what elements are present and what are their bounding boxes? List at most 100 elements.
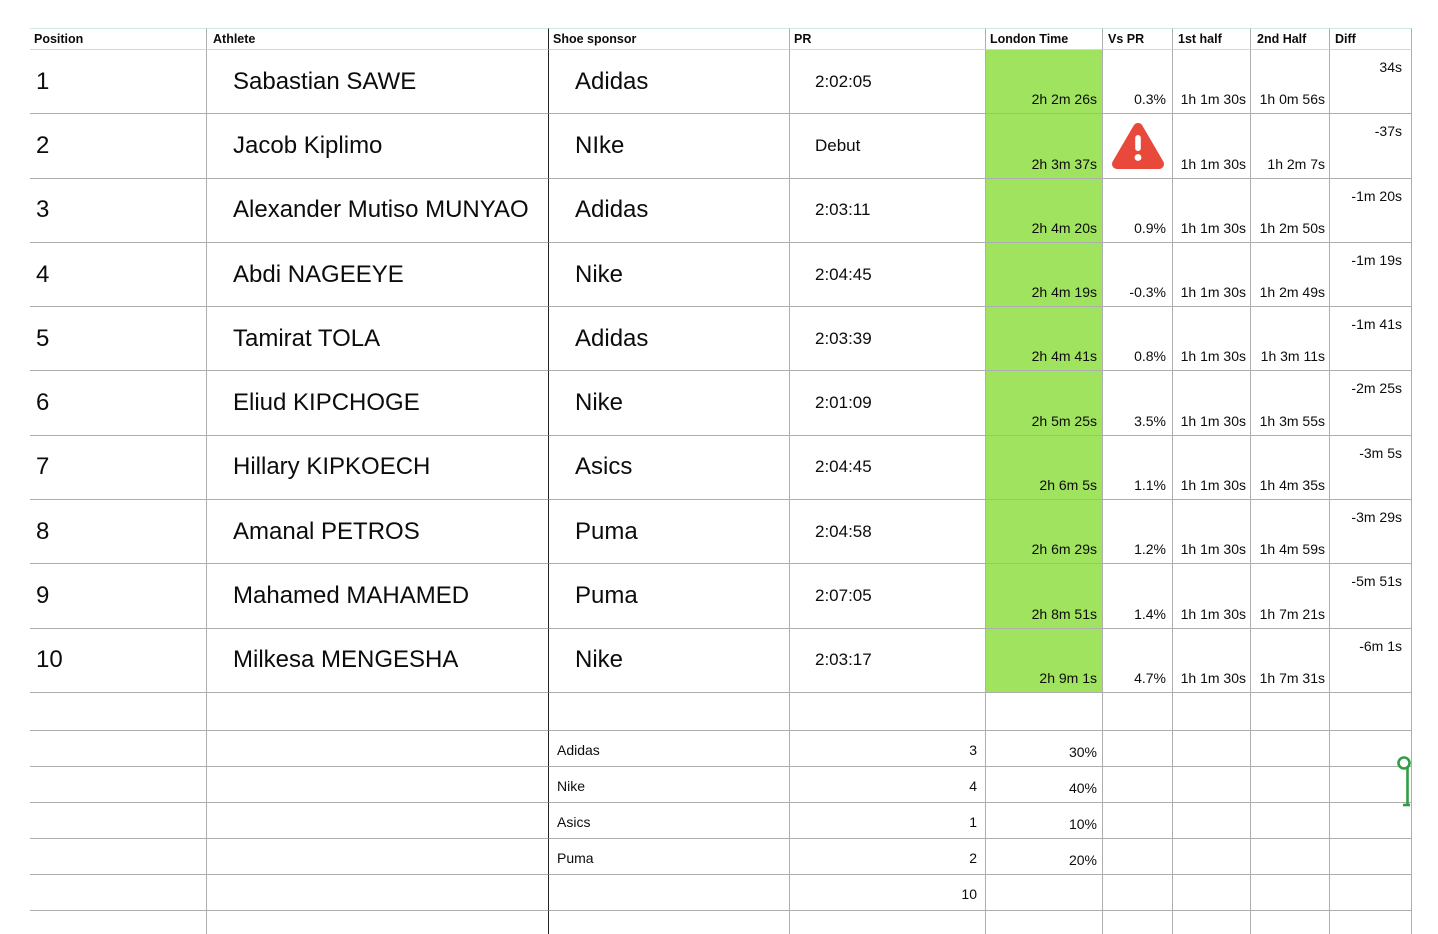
cell-second-half[interactable]: 1h 7m 31s xyxy=(1251,628,1330,693)
cell-pr[interactable]: 2:04:58 xyxy=(790,500,986,565)
cell-vs-pr[interactable]: 0.8% xyxy=(1103,307,1173,372)
cell-second-half[interactable]: 1h 0m 56s xyxy=(1251,50,1330,115)
cell-shoe-sponsor[interactable]: Adidas xyxy=(549,178,790,243)
empty-cell[interactable] xyxy=(1251,802,1330,839)
cell-diff[interactable]: -37s xyxy=(1330,114,1412,179)
cell-position[interactable]: 4 xyxy=(30,242,207,308)
cell-pr[interactable]: 2:04:45 xyxy=(790,435,986,501)
cell-vs-pr[interactable]: 0.3% xyxy=(1103,50,1173,115)
cell-pr[interactable]: 2:03:39 xyxy=(790,307,986,372)
cell-athlete[interactable]: Eliud KIPCHOGE xyxy=(207,371,549,436)
cell-position[interactable]: 8 xyxy=(30,500,207,565)
empty-cell[interactable] xyxy=(1330,766,1412,803)
cell-london-time[interactable]: 2h 8m 51s xyxy=(986,564,1103,629)
empty-cell[interactable] xyxy=(30,874,207,911)
column-header-athlete[interactable]: Athlete xyxy=(207,28,549,50)
summary-label-cell[interactable]: Adidas xyxy=(549,730,790,767)
cell-pr[interactable]: 2:02:05 xyxy=(790,50,986,115)
empty-cell[interactable] xyxy=(1173,766,1251,803)
summary-count-cell[interactable]: 4 xyxy=(790,766,986,803)
empty-cell[interactable] xyxy=(986,692,1103,731)
cell-vs-pr[interactable]: 4.7% xyxy=(1103,628,1173,693)
summary-count-cell[interactable]: 2 xyxy=(790,838,986,875)
cell-first-half[interactable]: 1h 1m 30s xyxy=(1173,114,1251,179)
cell-diff[interactable]: -1m 20s xyxy=(1330,178,1412,243)
summary-pct-cell[interactable]: 40% xyxy=(986,766,1103,803)
cell-position[interactable]: 2 xyxy=(30,114,207,179)
cell-london-time[interactable]: 2h 6m 5s xyxy=(986,435,1103,501)
cell-london-time[interactable]: 2h 6m 29s xyxy=(986,500,1103,565)
cell-position[interactable]: 5 xyxy=(30,307,207,372)
cell-first-half[interactable]: 1h 1m 30s xyxy=(1173,371,1251,436)
cell-position[interactable]: 7 xyxy=(30,435,207,501)
cell-diff[interactable]: -1m 41s xyxy=(1330,307,1412,372)
cell-position[interactable]: 10 xyxy=(30,628,207,693)
column-header-2nd-half[interactable]: 2nd Half xyxy=(1251,28,1330,50)
empty-cell[interactable] xyxy=(1103,766,1173,803)
cell-pr[interactable]: 2:03:11 xyxy=(790,178,986,243)
empty-cell[interactable] xyxy=(1330,692,1412,731)
cell-shoe-sponsor[interactable]: Puma xyxy=(549,500,790,565)
empty-cell[interactable] xyxy=(1173,730,1251,767)
cell-athlete[interactable]: Hillary KIPKOECH xyxy=(207,435,549,501)
empty-cell[interactable] xyxy=(1173,874,1251,911)
cell-london-time[interactable]: 2h 4m 41s xyxy=(986,307,1103,372)
cell-athlete[interactable]: Amanal PETROS xyxy=(207,500,549,565)
cell-second-half[interactable]: 1h 2m 7s xyxy=(1251,114,1330,179)
empty-cell[interactable] xyxy=(790,692,986,731)
cell-vs-pr[interactable]: 0.9% xyxy=(1103,178,1173,243)
cell-pr[interactable]: Debut xyxy=(790,114,986,179)
cell-london-time[interactable]: 2h 9m 1s xyxy=(986,628,1103,693)
cell-second-half[interactable]: 1h 4m 35s xyxy=(1251,435,1330,501)
cell-shoe-sponsor[interactable]: Nike xyxy=(549,242,790,308)
column-header-diff[interactable]: Diff xyxy=(1330,28,1412,50)
empty-cell[interactable] xyxy=(1330,730,1412,767)
empty-cell[interactable] xyxy=(1251,874,1330,911)
cell-shoe-sponsor[interactable]: Asics xyxy=(549,435,790,501)
empty-cell[interactable] xyxy=(549,692,790,731)
summary-pct-cell[interactable]: 20% xyxy=(986,838,1103,875)
cell-london-time[interactable]: 2h 2m 26s xyxy=(986,50,1103,115)
cell-position[interactable]: 9 xyxy=(30,564,207,629)
cell-first-half[interactable]: 1h 1m 30s xyxy=(1173,564,1251,629)
cell-shoe-sponsor[interactable]: Nike xyxy=(549,628,790,693)
cell-diff[interactable]: -6m 1s xyxy=(1330,628,1412,693)
cell-diff[interactable]: -2m 25s xyxy=(1330,371,1412,436)
cell-athlete[interactable]: Alexander Mutiso MUNYAO xyxy=(207,178,549,243)
cell-first-half[interactable]: 1h 1m 30s xyxy=(1173,500,1251,565)
empty-cell[interactable] xyxy=(30,838,207,875)
empty-cell[interactable] xyxy=(30,730,207,767)
summary-label-cell[interactable]: Puma xyxy=(549,838,790,875)
cell-shoe-sponsor[interactable]: NIke xyxy=(549,114,790,179)
cell-first-half[interactable]: 1h 1m 30s xyxy=(1173,178,1251,243)
cell-pr[interactable]: 2:03:17 xyxy=(790,628,986,693)
cell-first-half[interactable]: 1h 1m 30s xyxy=(1173,242,1251,308)
empty-cell[interactable] xyxy=(30,802,207,839)
total-count-cell[interactable]: 10 xyxy=(790,874,986,911)
cell-pr[interactable]: 2:01:09 xyxy=(790,371,986,436)
cell-vs-pr[interactable] xyxy=(1103,114,1173,179)
cell-second-half[interactable]: 1h 3m 55s xyxy=(1251,371,1330,436)
empty-cell[interactable] xyxy=(1251,730,1330,767)
cell-second-half[interactable]: 1h 3m 11s xyxy=(1251,307,1330,372)
empty-cell[interactable] xyxy=(1251,838,1330,875)
cell-london-time[interactable]: 2h 5m 25s xyxy=(986,371,1103,436)
cell-second-half[interactable]: 1h 7m 21s xyxy=(1251,564,1330,629)
empty-cell[interactable] xyxy=(1103,730,1173,767)
empty-cell[interactable] xyxy=(549,910,790,934)
empty-cell[interactable] xyxy=(30,766,207,803)
empty-cell[interactable] xyxy=(207,802,549,839)
column-header-pr[interactable]: PR xyxy=(790,28,986,50)
empty-cell[interactable] xyxy=(1173,802,1251,839)
empty-cell[interactable] xyxy=(207,838,549,875)
cell-pr[interactable]: 2:04:45 xyxy=(790,242,986,308)
cell-first-half[interactable]: 1h 1m 30s xyxy=(1173,50,1251,115)
summary-count-cell[interactable]: 1 xyxy=(790,802,986,839)
column-header-position[interactable]: Position xyxy=(30,28,207,50)
empty-cell[interactable] xyxy=(1103,802,1173,839)
empty-cell[interactable] xyxy=(1251,692,1330,731)
empty-cell[interactable] xyxy=(986,874,1103,911)
cell-second-half[interactable]: 1h 2m 50s xyxy=(1251,178,1330,243)
empty-cell[interactable] xyxy=(1103,692,1173,731)
cell-first-half[interactable]: 1h 1m 30s xyxy=(1173,628,1251,693)
